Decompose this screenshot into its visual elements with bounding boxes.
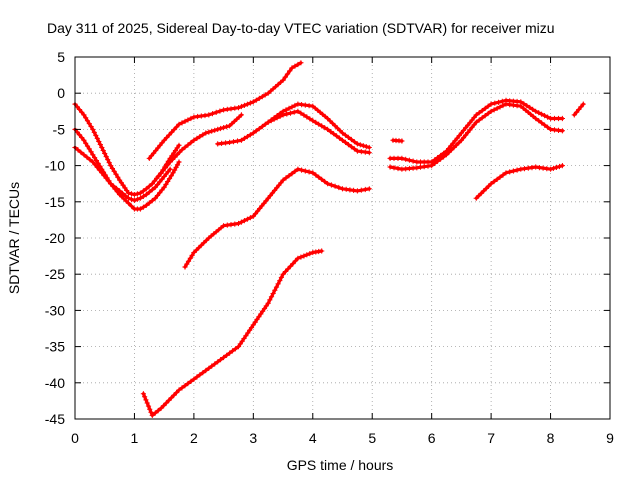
y-tick-label: -45 [45,411,65,427]
series-track-i [140,248,325,418]
chart-title: Day 311 of 2025, Sidereal Day-to-day VTE… [47,20,555,36]
series-track-n [571,101,586,118]
series-track-k [387,101,565,172]
x-tick-label: 7 [487,430,495,446]
series-track-b [72,126,182,212]
series-plus-markers [140,248,325,418]
y-tick-label: -30 [45,302,65,318]
y-tick-label: -15 [45,194,65,210]
x-tick-label: 2 [190,430,198,446]
series-plus-markers [155,112,244,180]
y-tick-label: -40 [45,375,65,391]
y-tick-label: 5 [57,49,65,65]
series-plus-markers [265,101,372,151]
series-track-h [182,166,372,270]
x-tick-label: 9 [606,430,614,446]
series-track-g [265,101,372,151]
x-tick-label: 1 [131,430,139,446]
series-track-e [155,112,244,180]
series-plus-markers [387,101,565,172]
y-tick-label: -25 [45,266,65,282]
series-plus-markers [473,163,565,201]
x-tick-label: 5 [368,430,376,446]
y-tick-label: -10 [45,158,65,174]
series-layer [72,60,586,418]
series-plus-markers [571,101,586,118]
x-axis-title: GPS time / hours [287,457,394,473]
series-plus-markers [387,97,565,165]
y-axis-title: SDTVAR / TECUs [6,182,22,294]
series-track-d [146,60,304,161]
y-tick-label: -35 [45,339,65,355]
y-tick-label: 0 [57,85,65,101]
series-plus-markers [182,166,372,270]
series-track-l [390,137,405,144]
series-track-m [473,163,565,201]
x-tick-label: 0 [71,430,79,446]
x-tick-label: 6 [428,430,436,446]
y-tick-label: -20 [45,230,65,246]
x-tick-label: 3 [249,430,257,446]
y-tick-label: -5 [53,121,66,137]
x-tick-label: 4 [309,430,317,446]
x-tick-label: 8 [547,430,555,446]
series-plus-markers [146,60,304,161]
series-track-j [387,97,565,165]
series-plus-markers [390,137,405,144]
tick-layer: 0 1 2 3 4 5 6 7 8 9 5 0 -5 -10 -15 -20 -25 -30 -35 -40 -45 [45,49,614,446]
